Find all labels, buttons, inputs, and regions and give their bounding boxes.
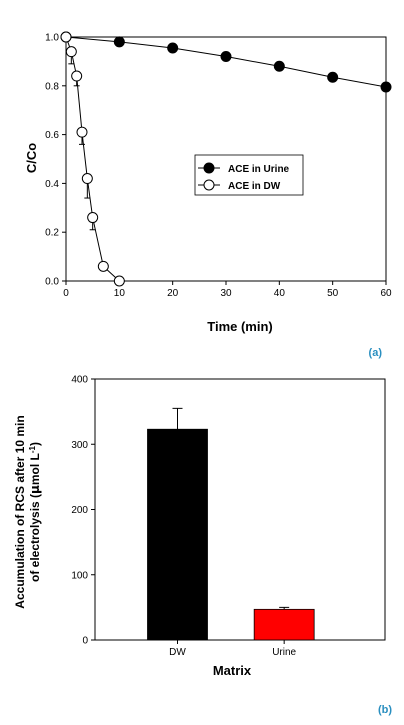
y-tick-label: 0.4 <box>45 179 59 190</box>
y-tick-label: 0.6 <box>45 130 59 141</box>
chart-b-y-axis-label-line2: of electrolysis (μmol L-1) <box>28 442 43 582</box>
chart-a-y-axis-label: C/Co <box>24 143 39 173</box>
bar-dw <box>147 428 208 641</box>
chart-a: 0 10 20 30 40 50 60 0.0 0.2 0.4 0.6 0.8 1.0 Time (m… <box>24 31 392 359</box>
x-tick-label: Urine <box>272 647 296 658</box>
data-point <box>76 126 88 138</box>
panel-a-label: (a) <box>369 347 383 359</box>
y-tick-label: 0.0 <box>45 277 59 288</box>
data-point <box>220 51 232 63</box>
chart-b-x-axis-label: Matrix <box>213 663 252 678</box>
data-point <box>60 31 72 43</box>
x-tick-label: DW <box>169 647 186 658</box>
data-point <box>167 42 179 54</box>
x-tick-label: 30 <box>220 288 232 299</box>
chart-b-bars <box>147 407 315 641</box>
y-tick-label: 0.2 <box>45 228 59 239</box>
x-tick-label: 0 <box>63 288 69 299</box>
x-tick-label: 50 <box>327 288 339 299</box>
series-dw <box>60 31 125 287</box>
chart-a-y-ticks: 0.0 0.2 0.4 0.6 0.8 1.0 <box>45 33 66 288</box>
data-point <box>71 70 83 82</box>
y-tick-label: 200 <box>71 505 88 516</box>
chart-b-y-axis-label-line1: Accumulation of RCS after 10 min <box>13 415 27 608</box>
chart-a-x-axis-label: Time (min) <box>207 319 273 334</box>
chart-a-series <box>60 31 392 287</box>
y-tick-label: 0 <box>82 636 88 647</box>
chart-a-legend: ACE in Urine ACE in DW <box>194 154 304 196</box>
data-point <box>81 173 93 185</box>
series-urine <box>60 31 392 93</box>
legend-urine-label: ACE in Urine <box>228 164 290 175</box>
x-tick-label: 60 <box>380 288 392 299</box>
chart-b-x-ticks: DW Urine <box>169 640 297 658</box>
data-point <box>380 81 392 93</box>
chart-b: 0 100 200 300 400 DW Urine Matrix Accumulatio… <box>13 375 392 717</box>
data-point <box>87 212 99 224</box>
data-point <box>65 46 77 58</box>
chart-a-x-ticks: 0 10 20 30 40 50 60 <box>63 281 392 299</box>
panel-b-label: (b) <box>378 704 392 716</box>
bar-urine <box>253 608 315 641</box>
y-tick-label: 400 <box>71 375 88 386</box>
legend-dw-marker <box>203 179 215 191</box>
y-tick-label: 300 <box>71 440 88 451</box>
x-tick-label: 10 <box>114 288 126 299</box>
y-tick-label: 100 <box>71 570 88 581</box>
chart-b-y-axis-label: Accumulation of RCS after 10 min of elec… <box>13 415 42 608</box>
legend-dw-label: ACE in DW <box>228 181 281 192</box>
data-point <box>327 71 339 83</box>
chart-b-y-ticks: 0 100 200 300 400 <box>71 375 95 647</box>
data-point <box>97 260 109 272</box>
y-tick-label: 1.0 <box>45 33 59 44</box>
data-point <box>113 275 125 287</box>
data-point <box>113 36 125 48</box>
y-tick-label: 0.8 <box>45 81 59 92</box>
chart-b-plot-frame <box>94 378 386 641</box>
x-tick-label: 20 <box>167 288 179 299</box>
x-tick-label: 40 <box>274 288 286 299</box>
legend-urine-marker <box>203 162 215 174</box>
data-point <box>273 60 285 72</box>
